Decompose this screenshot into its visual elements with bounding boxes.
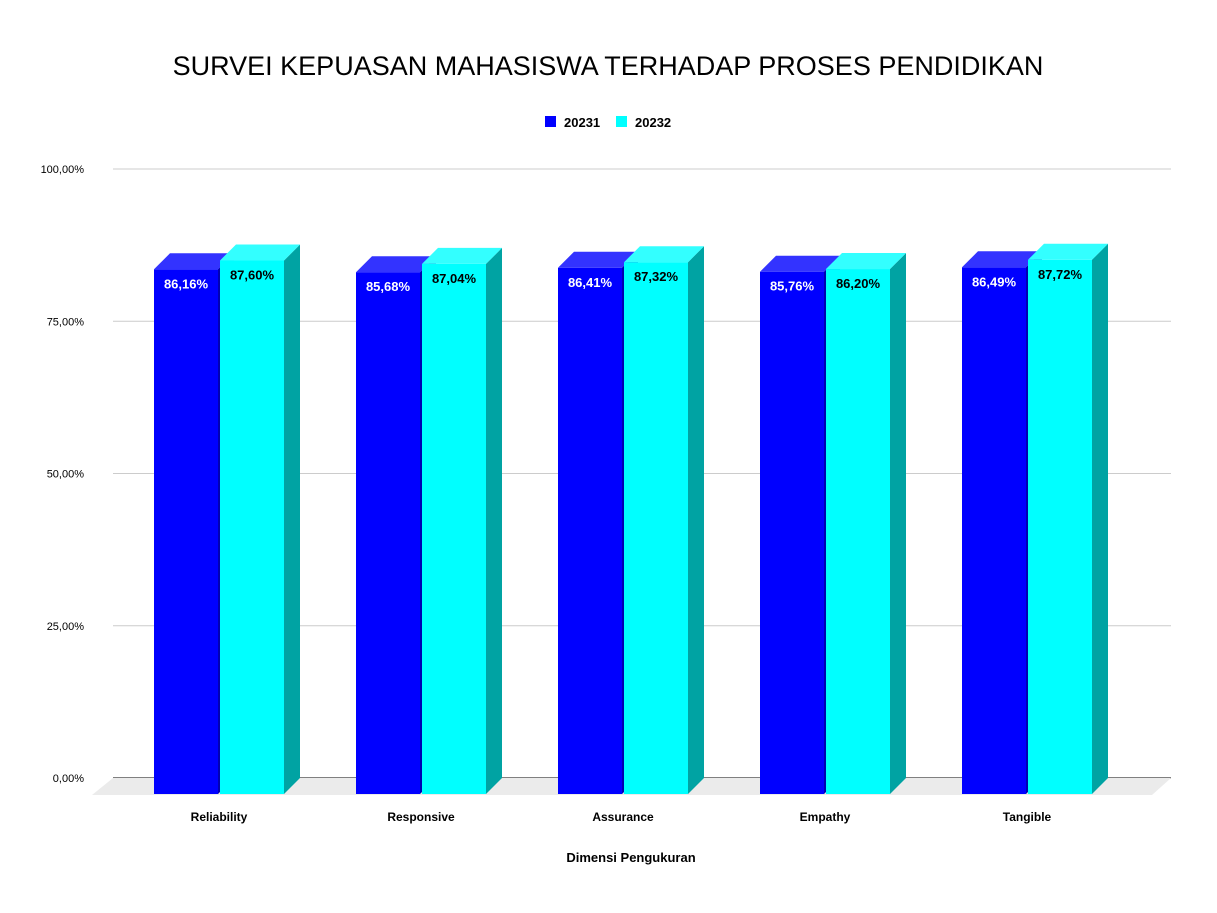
legend: 20231 20232 (545, 115, 671, 130)
bar-top-20231-assurance (558, 251, 638, 268)
y-tick-label: 75,00% (47, 316, 85, 328)
x-category-label: Responsive (387, 810, 455, 824)
legend-swatch-20231 (545, 116, 556, 127)
bar-side-20232-reliability (284, 244, 300, 795)
data-label: 85,68% (366, 279, 411, 294)
y-tick-label: 50,00% (47, 469, 85, 481)
x-category-label: Reliability (191, 810, 248, 824)
bar-top-20231-empathy (760, 255, 840, 272)
x-axis-title: Dimensi Pengukuran (566, 850, 695, 865)
x-axis-categories: Reliability Responsive Assurance Empathy Tan… (191, 810, 1052, 824)
data-label: 86,49% (972, 274, 1017, 289)
bar-top-20232-assurance (624, 246, 704, 263)
data-label: 87,04% (432, 271, 477, 286)
data-label: 85,76% (770, 279, 815, 294)
bar-20232-responsive (422, 263, 486, 794)
legend-swatch-20232 (616, 116, 627, 127)
data-label: 86,16% (164, 276, 209, 291)
data-label: 87,60% (230, 268, 275, 283)
y-tick-label: 25,00% (47, 621, 85, 633)
y-tick-label: 0,00% (53, 773, 84, 785)
bar-20231-assurance (558, 267, 622, 795)
legend-label-20232: 20232 (635, 115, 671, 130)
bar-20231-responsive (356, 272, 420, 794)
bar-20232-reliability (220, 260, 284, 794)
bar-top-20232-responsive (422, 247, 502, 264)
x-category-label: Assurance (592, 810, 654, 824)
bar-top-20231-reliability (154, 253, 234, 270)
bar-side-20232-assurance (688, 246, 704, 795)
bar-side-20232-empathy (890, 253, 906, 795)
bar-20232-assurance (624, 262, 688, 794)
x-category-label: Tangible (1003, 810, 1052, 824)
bar-top-20232-tangible (1028, 243, 1108, 260)
legend-label-20231: 20231 (564, 115, 600, 130)
data-labels: 86,16% 87,60% 85,68% 87,04% 86,41% 87,32% 85,7… (164, 267, 1083, 294)
bar-20232-empathy (826, 269, 890, 794)
y-tick-label: 100,00% (41, 164, 85, 176)
bar-20231-empathy (760, 271, 824, 795)
data-label: 86,20% (836, 276, 881, 291)
bars (154, 243, 1108, 795)
bar-20231-reliability (154, 269, 218, 794)
x-category-label: Empathy (800, 810, 851, 824)
bar-top-20232-empathy (826, 253, 906, 270)
bar-side-20232-tangible (1092, 243, 1108, 794)
bar-20231-tangible (962, 267, 1026, 795)
y-axis-ticks: 0,00% 25,00% 50,00% 75,00% 100,00% (41, 164, 85, 785)
data-label: 87,32% (634, 269, 679, 284)
bar-side-20232-responsive (486, 247, 502, 795)
bar-top-20231-tangible (962, 251, 1042, 268)
bar-top-20232-reliability (220, 244, 300, 261)
chart-title: SURVEI KEPUASAN MAHASISWA TERHADAP PROSE… (173, 51, 1044, 81)
data-label: 86,41% (568, 275, 613, 290)
data-label: 87,72% (1038, 267, 1083, 282)
bar-top-20231-responsive (356, 256, 436, 273)
bar-20232-tangible (1028, 259, 1092, 795)
